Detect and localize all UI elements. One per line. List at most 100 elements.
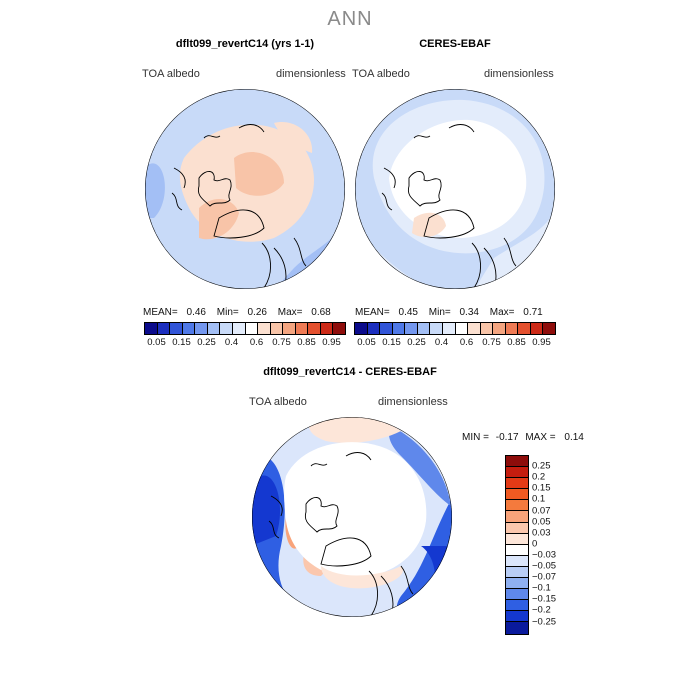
panel-1-left-label: TOA albedo <box>142 68 200 80</box>
panel-2-map <box>355 89 555 289</box>
colorbar-box-2 <box>506 478 528 490</box>
panel-1-min-value: 0.26 <box>247 307 267 318</box>
panel-3-colorbar <box>505 455 529 635</box>
colorbar-box-14 <box>530 323 544 334</box>
colorbar-tick-label: −0.03 <box>532 549 557 561</box>
colorbar-box-15 <box>506 622 528 634</box>
colorbar-box-8 <box>245 323 259 334</box>
colorbar-box-5 <box>207 323 221 334</box>
panel-2-left-label: TOA albedo <box>352 68 410 80</box>
colorbar-box-2 <box>380 323 393 334</box>
colorbar-box-15 <box>333 323 345 334</box>
colorbar-box-4 <box>195 323 208 334</box>
colorbar-tick-label: −0.2 <box>532 604 551 616</box>
colorbar-tick-label: 0.15 <box>172 337 191 348</box>
panel-1-map <box>145 89 345 289</box>
colorbar-tick-label: 0.25 <box>407 337 426 348</box>
panel-2-mean-label: MEAN= <box>355 307 390 318</box>
colorbar-box-6 <box>506 522 528 534</box>
colorbar-box-10 <box>270 323 284 334</box>
panel-3-max-value: 0.14 <box>564 432 584 443</box>
colorbar-box-3 <box>182 323 196 334</box>
colorbar-tick-label: −0.05 <box>532 560 557 572</box>
colorbar-box-13 <box>518 323 531 334</box>
panel-3-right-label: dimensionless <box>378 396 448 408</box>
colorbar-box-13 <box>308 323 321 334</box>
panel-1-max-label: Max= <box>277 307 303 318</box>
colorbar-tick-label: 0.03 <box>532 527 551 539</box>
colorbar-tick-label: 0.05 <box>357 337 376 348</box>
colorbar-tick-label: −0.07 <box>532 571 557 583</box>
colorbar-box-3 <box>392 323 406 334</box>
colorbar-tick-label: −0.25 <box>532 616 557 627</box>
colorbar-box-9 <box>506 555 528 567</box>
panel-2-colorbar-labels: 0.05 0.15 0.25 0.4 0.6 0.75 0.85 0.95 <box>354 337 554 349</box>
colorbar-tick-label: 0.6 <box>249 337 264 348</box>
colorbar-box-14 <box>506 611 528 623</box>
panel-1-colorbar <box>144 322 346 335</box>
colorbar-tick-label: 0.1 <box>532 493 546 505</box>
colorbar-box-14 <box>320 323 334 334</box>
colorbar-box-10 <box>506 566 528 579</box>
panel-1-mean-label: MEAN= <box>143 307 178 318</box>
colorbar-box-7 <box>442 323 456 334</box>
panel-1-title: dflt099_revertC14 (yrs 1-1) <box>175 38 315 50</box>
colorbar-box-15 <box>543 323 555 334</box>
colorbar-box-2 <box>170 323 183 334</box>
panel-3-max-label: MAX = <box>525 432 556 443</box>
panel-3-left-label: TOA albedo <box>249 396 307 408</box>
colorbar-box-8 <box>506 544 528 556</box>
colorbar-box-6 <box>220 323 233 334</box>
colorbar-tick-label: 0.6 <box>459 337 474 348</box>
colorbar-box-9 <box>468 323 481 334</box>
colorbar-box-1 <box>506 467 528 479</box>
colorbar-tick-label: 0.85 <box>507 337 526 348</box>
colorbar-tick-label: 0.25 <box>197 337 216 348</box>
colorbar-box-1 <box>367 323 381 334</box>
colorbar-box-11 <box>493 323 506 334</box>
colorbar-box-5 <box>506 511 528 523</box>
panel-1-colorbar-labels: 0.05 0.15 0.25 0.4 0.6 0.75 0.85 0.95 <box>144 337 344 349</box>
panel-3-map <box>252 417 452 617</box>
colorbar-tick-label: −0.15 <box>532 593 557 605</box>
colorbar-tick-label: 0.95 <box>322 337 341 348</box>
colorbar-tick-label: 0 <box>532 538 538 550</box>
colorbar-tick-label: 0.07 <box>532 505 551 516</box>
colorbar-tick-label: 0.4 <box>224 337 239 348</box>
colorbar-box-10 <box>480 323 494 334</box>
panel-2-max-label: Max= <box>489 307 515 318</box>
panel-2-mean-value: 0.45 <box>398 307 418 318</box>
colorbar-box-4 <box>405 323 418 334</box>
colorbar-box-12 <box>506 589 528 601</box>
colorbar-tick-label: 0.05 <box>532 516 551 528</box>
panel-2-colorbar <box>354 322 556 335</box>
colorbar-tick-label: 0.75 <box>272 337 291 348</box>
panel-1-min-label: Min= <box>216 307 239 318</box>
colorbar-tick-label: 0.2 <box>532 471 546 483</box>
panel-3-title: dflt099_revertC14 - CERES-EBAF <box>263 366 437 378</box>
colorbar-tick-label: 0.4 <box>434 337 449 348</box>
panel-2-min-label: Min= <box>428 307 451 318</box>
panel-2-min-value: 0.34 <box>459 307 479 318</box>
colorbar-tick-label: 0.75 <box>482 337 501 348</box>
colorbar-box-11 <box>283 323 296 334</box>
colorbar-tick-label: 0.15 <box>532 482 551 494</box>
colorbar-box-5 <box>417 323 431 334</box>
panel-3-min-value: -0.17 <box>495 432 519 443</box>
colorbar-box-0 <box>506 456 528 468</box>
panel-2-title: CERES-EBAF <box>419 38 491 50</box>
colorbar-box-6 <box>430 323 443 334</box>
colorbar-box-1 <box>157 323 171 334</box>
colorbar-box-7 <box>232 323 246 334</box>
colorbar-box-0 <box>145 323 158 334</box>
colorbar-tick-label: 0.05 <box>147 337 166 348</box>
colorbar-box-3 <box>506 489 528 501</box>
colorbar-tick-label: 0.95 <box>532 337 551 348</box>
colorbar-box-0 <box>355 323 368 334</box>
panel-2-max-value: 0.71 <box>523 307 543 318</box>
colorbar-box-11 <box>506 578 528 590</box>
figure-title: ANN <box>327 8 373 30</box>
colorbar-box-9 <box>258 323 271 334</box>
panel-1-mean-value: 0.46 <box>186 307 206 318</box>
panel-1-right-label: dimensionless <box>276 68 346 80</box>
